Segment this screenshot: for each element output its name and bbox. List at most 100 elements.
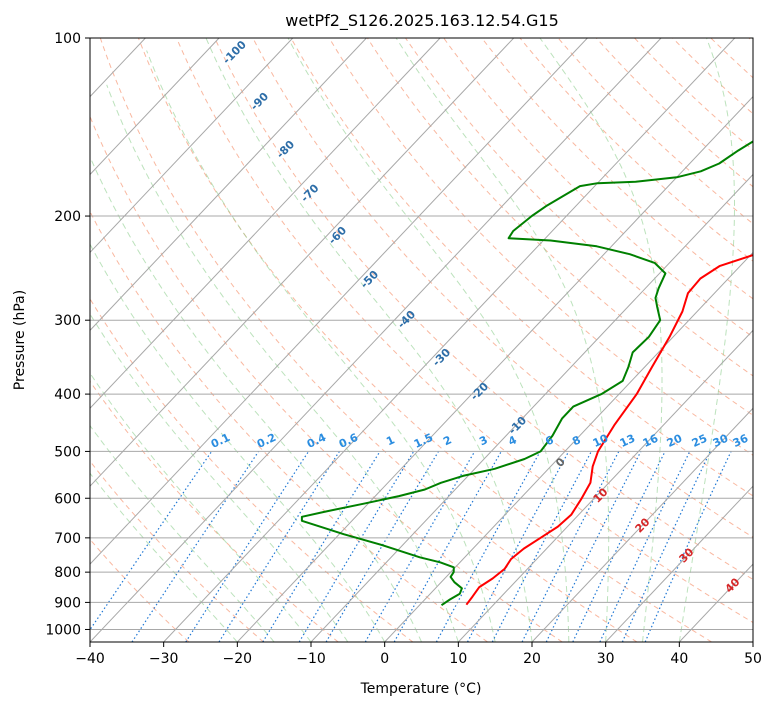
- y-tick-label: 600: [54, 491, 81, 507]
- mixing-ratio-label: 3: [477, 433, 489, 448]
- x-tick-label: 50: [744, 651, 762, 667]
- background-lines: [90, 38, 753, 642]
- mixing-ratio-label: 36: [731, 432, 751, 450]
- mixing-ratio-line: [218, 451, 340, 642]
- y-tick-label: 500: [54, 444, 81, 460]
- dry-adiabat-line: [214, 38, 753, 581]
- isotherm-label: -20: [468, 380, 491, 403]
- moist-adiabat-line: [90, 155, 422, 642]
- isoline-labels: -100-90-80-70-60-50-40-30-20-100.1 0.2 0.4…: [209, 38, 751, 596]
- x-tick-label: 20: [523, 651, 541, 667]
- dry-adiabat-line: [710, 38, 753, 79]
- mixing-ratio-label: 16: [641, 432, 661, 450]
- mixing-ratio-label: 1: [384, 433, 396, 448]
- mixing-ratio-line: [364, 451, 476, 642]
- mixing-ratio-line: [325, 451, 440, 642]
- moist-adiabat-line: [146, 50, 496, 642]
- dry-adiabat-line: [443, 38, 753, 338]
- mixing-ratio-line: [644, 451, 732, 642]
- isotherm-line: [90, 38, 588, 565]
- dry-adiabat-line: [90, 538, 190, 642]
- mixing-ratio-line: [466, 451, 570, 642]
- x-tick-label: 40: [670, 651, 688, 667]
- isotherm-line: [457, 329, 753, 642]
- y-tick-label: 700: [54, 531, 81, 547]
- dry-adiabat-line: [595, 38, 753, 188]
- dry-adiabat-line: [252, 38, 753, 538]
- mixing-ratio-line: [599, 451, 691, 642]
- dry-adiabat-line: [519, 38, 753, 262]
- y-tick-label: 200: [54, 209, 81, 225]
- mixing-ratio-label: 1.5: [412, 431, 435, 451]
- moist-adiabat-line: [678, 38, 735, 642]
- isotherm-line: [0, 38, 72, 642]
- mixing-ratio-line: [491, 451, 592, 642]
- isotherm-line: [310, 173, 753, 642]
- dry-adiabat-line: [634, 38, 753, 151]
- isotherm-line: [236, 95, 753, 642]
- plot-frame: [89, 37, 754, 643]
- dry-adiabat-line: [290, 38, 753, 497]
- moist-adiabat-line: [395, 38, 610, 642]
- moist-adiabat-line: [90, 472, 238, 642]
- dry-adiabat-line: [137, 38, 712, 642]
- isotherm-line: [163, 38, 736, 642]
- y-tick-label: 1000: [45, 622, 81, 638]
- x-axis-title: Temperature (°C): [360, 681, 482, 697]
- chart-title: wetPf2_S126.2025.163.12.54.G15: [285, 11, 559, 31]
- dry-adiabat-line: [90, 460, 264, 642]
- x-tick-label: 0: [380, 651, 389, 667]
- dry-adiabat-line: [90, 380, 339, 642]
- moist-adiabat-line: [106, 84, 459, 642]
- moist-adiabat-line: [205, 38, 533, 642]
- y-tick-label: 800: [54, 565, 81, 581]
- mixing-ratio-line: [262, 451, 381, 642]
- mixing-ratio-label: 0.6: [337, 431, 360, 451]
- mixing-ratio-line: [131, 451, 260, 642]
- dry-adiabat-line: [99, 38, 638, 642]
- x-tick-label: −10: [296, 651, 326, 667]
- isotherm-line: [90, 38, 220, 176]
- mixing-ratio-line: [621, 451, 711, 642]
- isotherm-line: [90, 38, 662, 642]
- moist-adiabat-line: [90, 313, 349, 642]
- moist-adiabat-line: [539, 38, 663, 642]
- mixing-ratio-line: [393, 451, 502, 642]
- dry-adiabat-line: [90, 297, 414, 642]
- y-tick-label: 100: [54, 31, 81, 47]
- moist-adiabat-line: [287, 38, 570, 642]
- y-tick-label: 900: [54, 595, 81, 611]
- profile-line: [300, 140, 753, 607]
- dry-adiabat-line: [481, 38, 753, 300]
- dry-adiabat-line: [405, 38, 753, 377]
- dry-adiabat-line: [366, 38, 753, 416]
- x-tick-label: 30: [597, 651, 615, 667]
- mixing-ratio-label: 2: [441, 433, 453, 448]
- dry-adiabat-line: [90, 115, 563, 642]
- y-axis-title: Pressure (hPa): [12, 290, 28, 390]
- mixing-ratio-label: 30: [711, 432, 731, 450]
- isotherm-label: -30: [430, 346, 453, 369]
- isotherm-line: [752, 641, 753, 642]
- dry-adiabat-line: [328, 38, 753, 456]
- isotherm-line: [90, 38, 367, 332]
- mixing-ratio-label: 4: [506, 433, 519, 448]
- isotherm-label: -60: [326, 224, 349, 247]
- mixing-ratio-line: [435, 451, 541, 642]
- mixing-ratio-label: 10: [591, 432, 611, 450]
- x-tick-label: 10: [449, 651, 467, 667]
- mixing-ratio-line: [298, 451, 415, 642]
- x-tick-label: −30: [149, 651, 179, 667]
- mixing-ratio-line: [90, 451, 213, 631]
- mixing-ratio-label: 20: [665, 432, 685, 450]
- isotherm-label: -70: [298, 181, 321, 204]
- mixing-ratio-label: 25: [690, 432, 709, 450]
- isotherm-line: [531, 407, 753, 642]
- mixing-ratio-line: [185, 451, 310, 642]
- isotherm-line: [90, 38, 294, 254]
- mixing-ratio-label: 0.4: [305, 431, 328, 451]
- dry-adiabat-line: [90, 210, 488, 642]
- profile-series: [300, 140, 753, 607]
- mixing-ratio-line: [545, 451, 642, 642]
